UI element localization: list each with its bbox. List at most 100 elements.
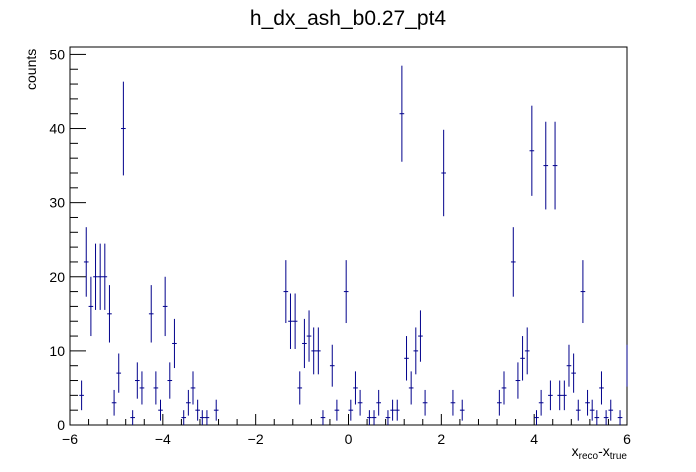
data-point (130, 410, 135, 425)
data-point (422, 389, 428, 416)
x-tick-label: −2 (248, 431, 264, 447)
x-axis-label-sub-true: true (610, 451, 628, 462)
axis-ticks (69, 53, 628, 426)
data-point (316, 327, 321, 375)
data-point (334, 399, 340, 421)
data-point (608, 399, 614, 421)
data-point (204, 410, 210, 425)
y-tick-label: 30 (49, 195, 65, 211)
data-point (353, 371, 358, 405)
data-point (543, 121, 549, 210)
data-point (343, 260, 349, 324)
data-point (585, 389, 590, 416)
axis-tick-labels: −6 −4 −2 0 2 4 6 0 10 20 30 40 50 (49, 46, 631, 447)
data-point (413, 327, 419, 375)
data-point (450, 389, 456, 416)
data-point (148, 285, 154, 343)
data-point (534, 410, 539, 425)
x-tick-label: 6 (623, 431, 631, 447)
data-point (348, 399, 354, 421)
data-point (441, 129, 446, 217)
data-point (111, 389, 117, 416)
y-tick-label: 20 (49, 269, 65, 285)
data-point (181, 410, 187, 425)
data-point (172, 318, 177, 369)
y-tick-label: 0 (57, 417, 65, 433)
data-point (107, 285, 112, 343)
data-point (158, 399, 163, 421)
data-point (320, 410, 326, 425)
chart-title: h_dx_ash_b0.27_pt4 (250, 7, 446, 30)
data-point (329, 344, 335, 387)
data-point (529, 105, 535, 196)
plot-frame (69, 46, 628, 426)
data-points (79, 65, 628, 425)
data-point (617, 410, 623, 425)
data-point (288, 293, 293, 349)
data-point (357, 389, 363, 416)
data-point (575, 399, 581, 421)
x-tick-label: 2 (437, 431, 445, 447)
data-point (589, 399, 595, 421)
data-point (566, 344, 572, 387)
data-point (594, 410, 600, 425)
data-point (83, 227, 89, 297)
data-point (297, 371, 303, 405)
data-point (367, 410, 372, 425)
x-tick-label: −4 (155, 431, 171, 447)
data-point (510, 227, 516, 297)
y-axis-label: counts (23, 49, 39, 90)
data-point (538, 389, 544, 416)
data-point (93, 243, 98, 310)
data-point (167, 362, 173, 399)
data-point (283, 260, 289, 324)
data-point (121, 81, 126, 176)
y-tick-label: 10 (49, 343, 65, 359)
data-point (571, 353, 576, 393)
data-point (548, 380, 553, 411)
y-tick-label: 50 (49, 46, 65, 62)
data-point (190, 371, 196, 405)
data-point (195, 399, 200, 421)
data-point (371, 410, 377, 425)
data-point (552, 121, 558, 210)
x-tick-label: 0 (345, 431, 353, 447)
data-point (376, 389, 381, 416)
data-point (599, 371, 604, 405)
x-axis-label: xreco-xtrue (572, 443, 628, 462)
data-point (311, 327, 317, 375)
data-point (88, 276, 94, 337)
data-point (116, 353, 122, 393)
data-point (139, 371, 145, 405)
data-point (199, 410, 205, 425)
data-point (394, 399, 400, 421)
data-point (524, 327, 530, 375)
data-point (562, 380, 567, 411)
data-point (520, 336, 525, 381)
data-point (162, 276, 168, 337)
data-point (186, 389, 191, 416)
x-axis-label-sub-reco: reco (579, 451, 599, 462)
data-point (399, 65, 405, 162)
data-point (418, 310, 423, 362)
data-point (302, 318, 307, 369)
data-point (79, 380, 84, 411)
data-point (134, 362, 140, 399)
data-point (459, 399, 465, 421)
y-tick-label: 40 (49, 121, 65, 137)
data-point (385, 410, 391, 425)
data-point (497, 389, 502, 416)
data-point (408, 371, 414, 405)
data-point (213, 399, 219, 421)
data-point (102, 243, 108, 310)
x-tick-label: 4 (530, 431, 538, 447)
x-axis-label-mid: -x (598, 443, 610, 459)
data-point (153, 371, 159, 405)
data-point (501, 371, 507, 405)
x-axis-label-main: x (572, 443, 579, 459)
data-point (557, 380, 563, 411)
data-point (97, 243, 103, 310)
x-tick-label: −6 (62, 431, 78, 447)
data-point (306, 310, 312, 362)
